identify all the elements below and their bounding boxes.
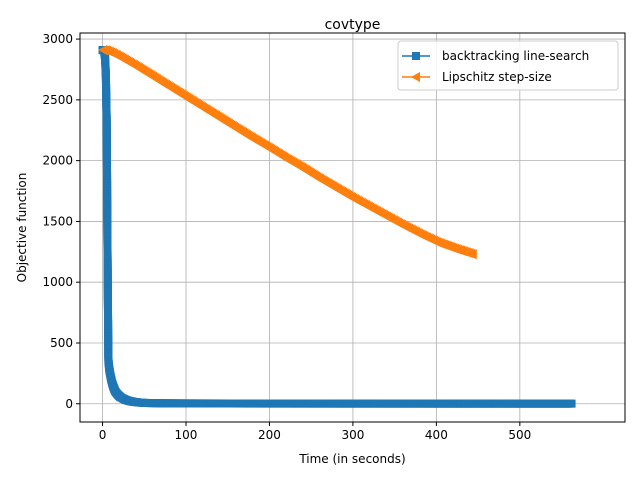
legend-label-lipschitz: Lipschitz step-size: [442, 70, 552, 84]
y-tick-label: 500: [50, 336, 73, 350]
x-tick-label: 200: [258, 428, 281, 442]
y-axis-label: Objective function: [15, 173, 29, 283]
y-axis: 0 500 1000 1500 2000 2500 3000: [42, 32, 80, 411]
x-axis: 0 100 200 300 400 500: [99, 422, 531, 442]
x-tick-label: 300: [341, 428, 364, 442]
legend-frame: [397, 40, 619, 91]
legend-label-backtracking: backtracking line-search: [442, 49, 589, 63]
series-layer: [98, 45, 576, 408]
x-tick-label: 100: [175, 428, 198, 442]
y-tick-label: 1500: [42, 214, 73, 228]
data-point: [567, 399, 576, 408]
x-tick-label: 500: [508, 428, 531, 442]
x-tick-label: 400: [425, 428, 448, 442]
legend-marker-lipschitz: [411, 72, 420, 82]
y-tick-label: 2000: [42, 154, 73, 168]
y-tick-label: 2500: [42, 93, 73, 107]
x-axis-label: Time (in seconds): [298, 452, 405, 466]
series-0: [98, 46, 576, 408]
data-point: [467, 249, 477, 260]
chart-title: covtype: [325, 17, 381, 33]
series-1: [98, 45, 477, 260]
x-tick-label: 0: [99, 428, 107, 442]
legend: backtracking line-search Lipschitz step-…: [397, 40, 619, 91]
grid: [80, 33, 625, 422]
y-tick-label: 3000: [42, 32, 73, 46]
y-tick-label: 0: [65, 397, 73, 411]
y-tick-label: 1000: [42, 275, 73, 289]
legend-marker-backtracking: [412, 52, 420, 60]
